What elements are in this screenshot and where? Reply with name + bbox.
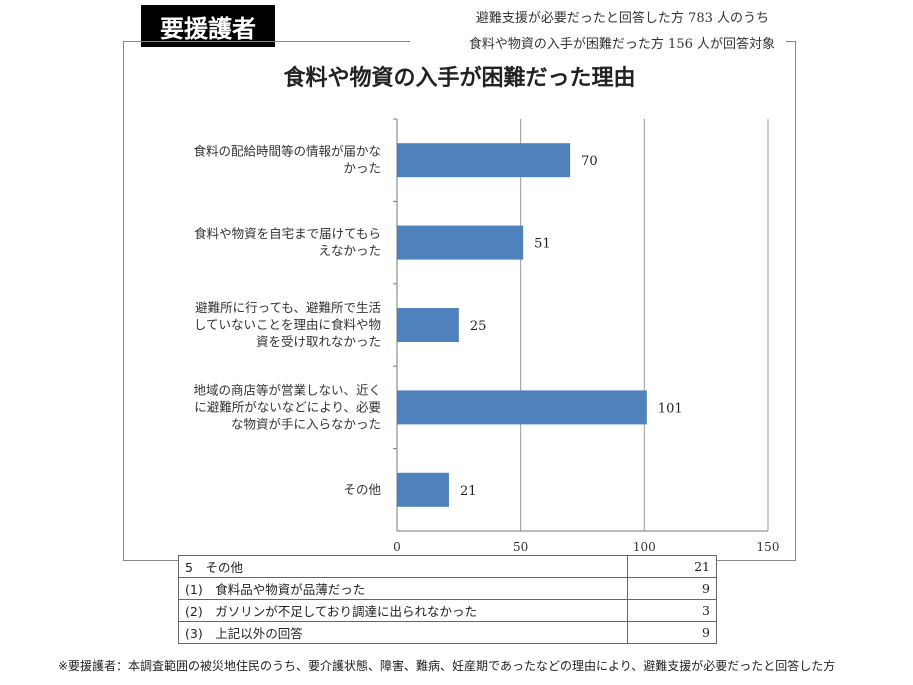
category-label-line: 資を受け取れなかった (256, 334, 381, 349)
category-label-line: 食料や物資を自宅まで届けてもら (194, 226, 381, 241)
table-cell-value: 3 (627, 599, 717, 622)
table-row: (1) 食料品や物資が品薄だった 9 (178, 577, 717, 600)
category-label-line: 食料の配給時間等の情報が届かな (193, 144, 381, 159)
data-label: 21 (460, 484, 477, 499)
respondent-note-2: 食料や物資の入手が困難だった方 156 人が回答対象 (468, 37, 775, 52)
respondent-note-1: 避難支援が必要だったと回答した方 783 人のうち (475, 11, 769, 26)
category-label: 地域の商店等が営業しない、近くに避難所がないなどにより、必要な物資が手に入らなか… (193, 382, 381, 431)
category-label-line: かった (343, 161, 381, 176)
table-cell-label: (3) 上記以外の回答 (178, 621, 628, 644)
category-label-line: 避難所に行っても、避難所で生活 (195, 300, 381, 315)
category-label: 食料の配給時間等の情報が届かなかった (193, 144, 381, 176)
category-label-line: その他 (343, 482, 381, 497)
bar (397, 390, 647, 425)
frame-gap (410, 38, 786, 46)
table-cell-value: 9 (627, 621, 717, 644)
category-label-line: な物資が手に入らなかった (231, 416, 381, 431)
table-cell-label: 5 その他 (178, 555, 628, 578)
data-label: 70 (581, 154, 598, 169)
data-label: 51 (534, 237, 551, 252)
table-cell-value: 9 (627, 577, 717, 600)
bar (397, 225, 524, 260)
category-label-line: していないことを理由に食料や物 (194, 317, 381, 332)
bar (397, 308, 459, 342)
category-label: その他 (343, 482, 381, 497)
bar (397, 143, 571, 178)
category-label-line: に避難所がないなどにより、必要 (194, 399, 381, 414)
table-cell-label: (2) ガソリンが不足しており調達に出られなかった (178, 599, 628, 622)
category-label: 食料や物資を自宅まで届けてもらえなかった (194, 226, 381, 258)
table-row: (2) ガソリンが不足しており調達に出られなかった 3 (178, 599, 717, 622)
chart-title: 食料や物資の入手が困難だった理由 (283, 66, 636, 91)
data-label: 101 (658, 401, 683, 416)
table-row: 5 その他 21 (178, 555, 717, 578)
other-breakdown-table: 5 その他 21 (1) 食料品や物資が品薄だった 9 (2) ガソリンが不足し… (178, 555, 717, 644)
table-row: (3) 上記以外の回答 9 (178, 621, 717, 644)
category-label-line: えなかった (318, 243, 381, 258)
x-tick-label: 150 (757, 540, 780, 554)
category-label: 避難所に行っても、避難所で生活していないことを理由に食料や物資を受け取れなかった (194, 300, 381, 349)
footnote: ※要援護者：本調査範囲の被災地住民のうち、要介護状態、障害、難病、妊産期であった… (58, 659, 836, 673)
x-tick-label: 0 (393, 540, 401, 554)
badge-youengosha: 要援護者 (141, 5, 275, 47)
x-tick-label: 100 (633, 540, 656, 554)
data-label: 25 (470, 319, 487, 334)
table-cell-label: (1) 食料品や物資が品薄だった (178, 577, 628, 600)
table-cell-value: 21 (627, 555, 717, 578)
bar (397, 472, 449, 507)
x-tick-label: 50 (513, 540, 528, 554)
category-label-line: 地域の商店等が営業しない、近く (193, 382, 381, 397)
bar-chart: 0 50 100 150 70 食料の配給時間等の情報が届かなかった 51 食料や物資を自宅ま… (193, 118, 780, 554)
